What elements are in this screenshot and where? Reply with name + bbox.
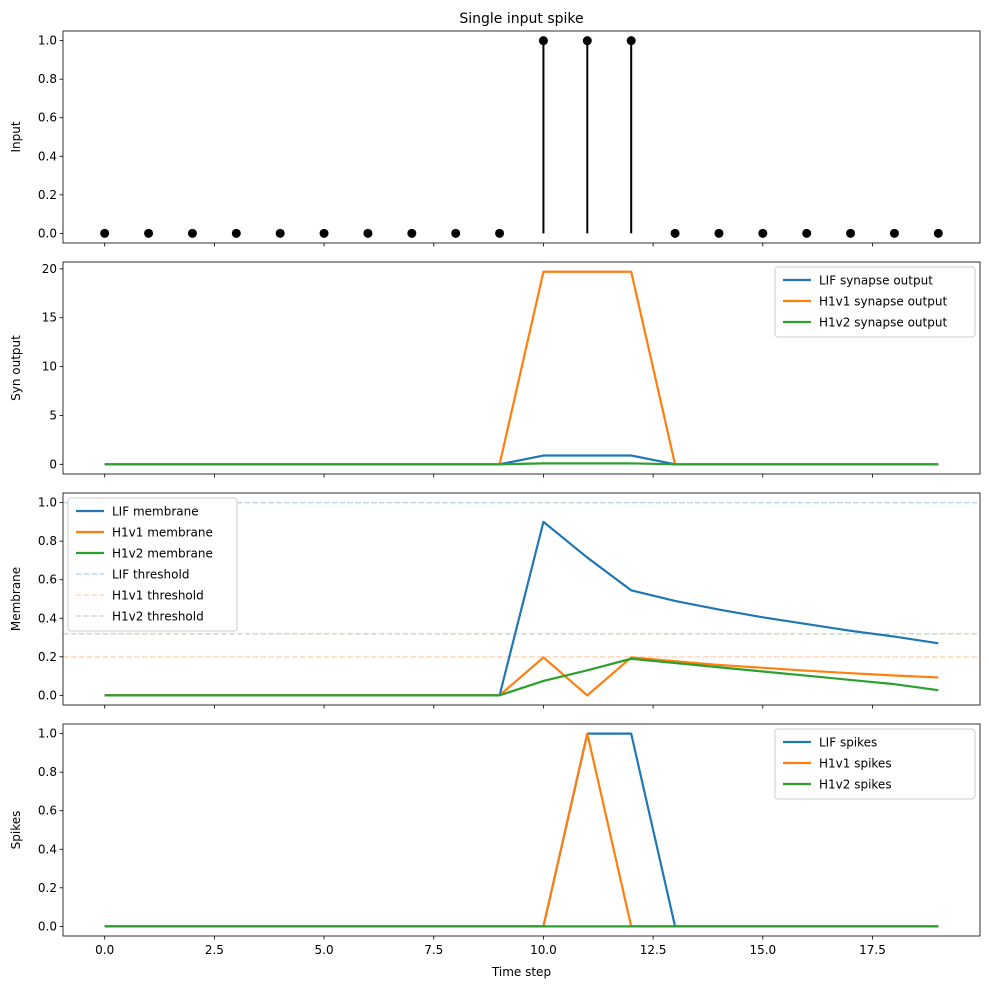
x-tick-label: 15.0 [749,943,776,957]
y-tick-label: 1.0 [38,727,57,741]
y-axis-label: Membrane [9,567,23,631]
stem-marker [670,228,680,238]
stem-marker [407,228,417,238]
y-tick-label: 0.6 [38,804,57,818]
subplot-1: 0.0 0.2 0.4 0.6 0.8 1.0 Input Single input spik… [9,11,981,247]
legend-label: H1v2 membrane [112,547,213,561]
y-tick-label: 1.0 [38,496,57,510]
x-tick-label: 0.0 [95,943,114,957]
legend-box [774,266,976,338]
legend-label: H1v1 spikes [819,757,892,771]
plot-area [100,36,943,238]
y-tick-label: 5 [49,408,57,422]
stem-marker [495,228,505,238]
series-line [104,462,939,466]
y-tick-label: 10 [42,360,57,374]
stem-marker [144,228,154,238]
y-tick-label: 0.2 [38,650,57,664]
legend-label: LIF membrane [112,505,199,519]
stem-marker [538,36,548,46]
axes-frame [62,723,981,937]
y-tick-label: 0.6 [38,111,57,125]
stem-marker [187,228,197,238]
x-tick-label: 12.5 [640,943,667,957]
series-line [104,657,939,697]
stem-marker [231,228,241,238]
x-tick-label: 10.0 [530,943,557,957]
legend-box [774,728,976,800]
y-tick-label: 20 [42,262,57,276]
stem-marker [626,36,636,46]
y-axis-label: Input [9,121,23,152]
subplot-3: 0.0 0.2 0.4 0.6 0.8 1.0 Membrane LIF membrane H1… [9,492,981,709]
stem-marker [802,228,812,238]
legend-box [67,497,238,632]
y-tick-label: 0.0 [38,688,57,702]
y-tick-label: 0 [49,457,57,471]
y-tick-label: 0.4 [38,149,57,163]
y-tick-label: 15 [42,311,57,325]
y-tick-label: 0.2 [38,881,57,895]
stem-marker [889,228,899,238]
axes-frame [62,30,981,244]
y-tick-label: 1.0 [38,34,57,48]
y-axis-label: Syn output [9,335,23,401]
x-tick-label: 5.0 [315,943,334,957]
axes-frame [62,261,981,475]
legend-label: H1v1 synapse output [819,295,947,309]
x-tick-label: 17.5 [859,943,886,957]
legend: LIF membrane H1v1 membrane H1v2 membrane LI… [67,497,238,632]
stem-marker [363,228,373,238]
y-tick-label: 0.0 [38,226,57,240]
legend-label: H1v1 threshold [112,589,204,603]
legend-label: H1v1 membrane [112,526,213,540]
x-tick-label: 7.5 [424,943,443,957]
x-axis-label: Time step [491,965,551,979]
stem-marker [451,228,461,238]
stem-marker [714,228,724,238]
plot-area [104,270,939,466]
y-tick-label: 0.8 [38,765,57,779]
y-tick-label: 0.2 [38,188,57,202]
subplot-4: 0.0 0.2 0.4 0.6 0.8 1.0 0.0 2.5 5.0 7.5 10.0 12.5 15… [9,723,981,979]
legend-label: LIF synapse output [819,274,933,288]
subplot-2: 0 5 10 15 20 Syn output LIF synapse output H1v1… [9,261,981,478]
x-tick-label: 2.5 [205,943,224,957]
y-tick-label: 0.8 [38,72,57,86]
legend: LIF synapse output H1v1 synapse output H1v… [774,266,976,338]
legend-label: H1v2 synapse output [819,316,947,330]
stem-marker [582,36,592,46]
legend-label: H1v2 threshold [112,610,204,624]
stem-marker [275,228,285,238]
chart-title: Single input spike [459,11,583,27]
y-tick-label: 0.4 [38,611,57,625]
stem-marker [846,228,856,238]
legend-label: H1v2 spikes [819,778,892,792]
y-tick-label: 0.6 [38,573,57,587]
y-axis-label: Spikes [9,811,23,850]
y-tick-label: 0.0 [38,919,57,933]
y-tick-label: 0.4 [38,842,57,856]
legend-label: LIF spikes [819,736,877,750]
stem-marker [758,228,768,238]
y-tick-label: 0.8 [38,534,57,548]
stem-marker [100,228,110,238]
stem-marker [933,228,943,238]
stem-marker [319,228,329,238]
axes-frame [62,492,981,706]
legend-label: LIF threshold [112,568,189,582]
plot-area [104,732,939,928]
legend: LIF spikes H1v1 spikes H1v2 spikes [774,728,976,800]
